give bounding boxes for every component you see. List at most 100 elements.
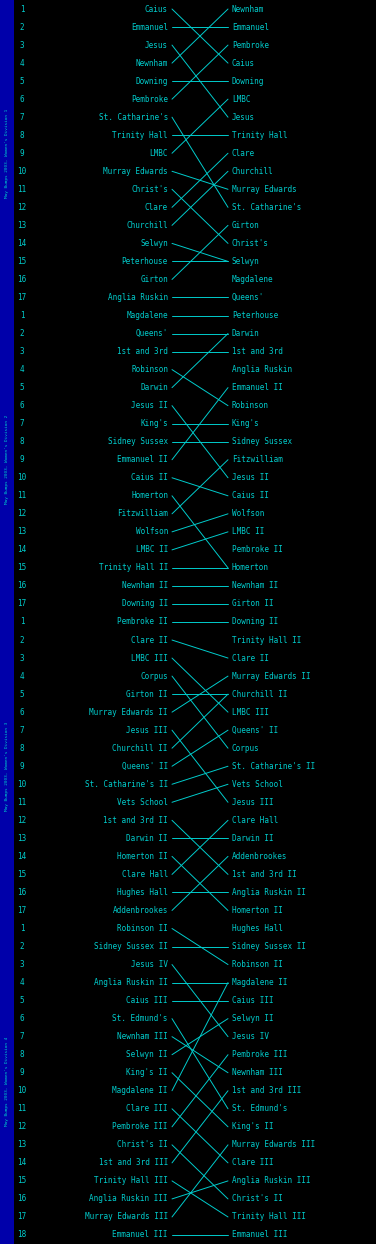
Text: Anglia Ruskin II: Anglia Ruskin II bbox=[94, 978, 168, 986]
Text: 5: 5 bbox=[20, 77, 24, 86]
Text: King's II: King's II bbox=[126, 1069, 168, 1077]
Text: Caius: Caius bbox=[232, 58, 255, 67]
Text: 11: 11 bbox=[17, 491, 27, 500]
Text: Addenbrookes: Addenbrookes bbox=[232, 852, 288, 861]
Text: Jesus III: Jesus III bbox=[126, 725, 168, 735]
Text: 17: 17 bbox=[17, 1213, 27, 1222]
Text: Newnham II: Newnham II bbox=[232, 581, 278, 591]
Text: 1st and 3rd: 1st and 3rd bbox=[117, 347, 168, 356]
Text: Clare Hall: Clare Hall bbox=[122, 870, 168, 880]
Text: 13: 13 bbox=[17, 527, 27, 536]
Text: Anglia Ruskin II: Anglia Ruskin II bbox=[232, 888, 306, 897]
Text: 11: 11 bbox=[17, 797, 27, 807]
Text: King's: King's bbox=[140, 419, 168, 428]
Text: 1: 1 bbox=[20, 924, 24, 933]
Text: 8: 8 bbox=[20, 131, 24, 139]
Text: 5: 5 bbox=[20, 689, 24, 699]
Text: Trinity Hall III: Trinity Hall III bbox=[232, 1213, 306, 1222]
Text: 12: 12 bbox=[17, 509, 27, 519]
Text: Jesus: Jesus bbox=[232, 113, 255, 122]
Text: Clare II: Clare II bbox=[131, 636, 168, 644]
Text: Newnham III: Newnham III bbox=[117, 1033, 168, 1041]
Text: 4: 4 bbox=[20, 672, 24, 680]
Text: Queens' II: Queens' II bbox=[232, 725, 278, 735]
Text: 11: 11 bbox=[17, 185, 27, 194]
Text: LMBC: LMBC bbox=[150, 149, 168, 158]
Text: 4: 4 bbox=[20, 978, 24, 986]
Text: Jesus III: Jesus III bbox=[232, 797, 274, 807]
Text: Downing: Downing bbox=[136, 77, 168, 86]
Text: Magdalene: Magdalene bbox=[232, 275, 274, 284]
Text: Churchill II: Churchill II bbox=[232, 689, 288, 699]
Text: Fitzwilliam: Fitzwilliam bbox=[117, 509, 168, 519]
Text: 5: 5 bbox=[20, 996, 24, 1005]
Text: Peterhouse: Peterhouse bbox=[232, 311, 278, 320]
Text: LMBC II: LMBC II bbox=[232, 527, 264, 536]
Text: Queens': Queens' bbox=[136, 328, 168, 338]
Bar bbox=[0, 0, 14, 306]
Text: Murray Edwards II: Murray Edwards II bbox=[89, 708, 168, 717]
Text: St. Catharine's II: St. Catharine's II bbox=[85, 780, 168, 789]
Text: Robinson: Robinson bbox=[131, 364, 168, 374]
Text: Newnham: Newnham bbox=[232, 5, 264, 14]
Text: Churchill II: Churchill II bbox=[112, 744, 168, 753]
Text: Clare III: Clare III bbox=[126, 1105, 168, 1113]
Text: 14: 14 bbox=[17, 852, 27, 861]
Text: Sidney Sussex: Sidney Sussex bbox=[108, 437, 168, 447]
Text: 12: 12 bbox=[17, 203, 27, 211]
Text: Churchill: Churchill bbox=[232, 167, 274, 175]
Text: May Bumps 2003, Women's Division 2: May Bumps 2003, Women's Division 2 bbox=[5, 415, 9, 504]
Text: Newnham: Newnham bbox=[136, 58, 168, 67]
Text: 10: 10 bbox=[17, 473, 27, 483]
Text: Sidney Sussex II: Sidney Sussex II bbox=[232, 942, 306, 950]
Text: Corpus: Corpus bbox=[232, 744, 260, 753]
Text: Caius III: Caius III bbox=[232, 996, 274, 1005]
Text: 1: 1 bbox=[20, 311, 24, 320]
Text: Emmanuel II: Emmanuel II bbox=[117, 455, 168, 464]
Text: 3: 3 bbox=[20, 41, 24, 50]
Text: Corpus: Corpus bbox=[140, 672, 168, 680]
Text: May Bumps 2003, Women's Division 3: May Bumps 2003, Women's Division 3 bbox=[5, 722, 9, 811]
Text: Magdalene: Magdalene bbox=[126, 311, 168, 320]
Text: 7: 7 bbox=[20, 113, 24, 122]
Text: Jesus II: Jesus II bbox=[131, 401, 168, 411]
Text: 6: 6 bbox=[20, 401, 24, 411]
Text: Newnham II: Newnham II bbox=[122, 581, 168, 591]
Text: 1st and 3rd III: 1st and 3rd III bbox=[99, 1158, 168, 1167]
Text: May Bumps 2003, Women's Division 1: May Bumps 2003, Women's Division 1 bbox=[5, 108, 9, 198]
Text: King's: King's bbox=[232, 419, 260, 428]
Text: Pembroke: Pembroke bbox=[131, 95, 168, 103]
Text: 18: 18 bbox=[17, 1230, 27, 1239]
Text: Fitzwilliam: Fitzwilliam bbox=[232, 455, 283, 464]
Text: 8: 8 bbox=[20, 744, 24, 753]
Text: Girton: Girton bbox=[232, 221, 260, 230]
Text: 7: 7 bbox=[20, 725, 24, 735]
Text: 17: 17 bbox=[17, 600, 27, 608]
Text: Christ's II: Christ's II bbox=[117, 1141, 168, 1149]
Bar bbox=[0, 919, 14, 1244]
Text: Christ's: Christ's bbox=[131, 185, 168, 194]
Text: 2: 2 bbox=[20, 942, 24, 950]
Text: Anglia Ruskin III: Anglia Ruskin III bbox=[232, 1177, 311, 1186]
Text: Anglia Ruskin: Anglia Ruskin bbox=[232, 364, 292, 374]
Text: 8: 8 bbox=[20, 437, 24, 447]
Text: 5: 5 bbox=[20, 383, 24, 392]
Text: 14: 14 bbox=[17, 545, 27, 555]
Text: Jesus II: Jesus II bbox=[232, 473, 269, 483]
Text: 2: 2 bbox=[20, 328, 24, 338]
Text: 10: 10 bbox=[17, 1086, 27, 1095]
Text: Homerton: Homerton bbox=[131, 491, 168, 500]
Text: 16: 16 bbox=[17, 1194, 27, 1203]
Text: Homerton II: Homerton II bbox=[232, 906, 283, 916]
Text: Trinity Hall III: Trinity Hall III bbox=[94, 1177, 168, 1186]
Text: Wolfson: Wolfson bbox=[232, 509, 264, 519]
Text: Hughes Hall: Hughes Hall bbox=[117, 888, 168, 897]
Text: 9: 9 bbox=[20, 455, 24, 464]
Text: 9: 9 bbox=[20, 149, 24, 158]
Text: St. Catharine's: St. Catharine's bbox=[232, 203, 302, 211]
Text: Robinson II: Robinson II bbox=[117, 924, 168, 933]
Text: Girton: Girton bbox=[140, 275, 168, 284]
Text: 4: 4 bbox=[20, 364, 24, 374]
Text: Queens' II: Queens' II bbox=[122, 761, 168, 771]
Text: Emmanuel III: Emmanuel III bbox=[112, 1230, 168, 1239]
